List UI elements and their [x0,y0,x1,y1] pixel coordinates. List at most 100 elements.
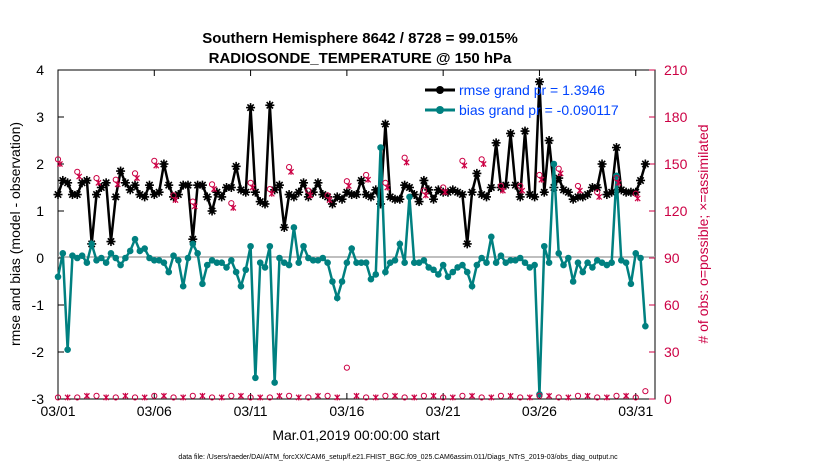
obs-assimilated-point [334,394,341,401]
rmse-point [106,237,116,247]
obs-assimilated-point [469,392,476,399]
bias-point [401,259,408,267]
rmse-point [342,187,352,197]
obs-assimilated-point [160,392,167,399]
bias-point [131,235,139,243]
bias-point [83,259,91,267]
obs-assimilated-point [237,392,244,399]
rmse-point-arm [328,200,337,208]
rmse-point-arm [333,193,341,201]
bias-point [622,259,630,267]
rmse-point [116,166,126,176]
rmse-point-arm [59,176,67,185]
bias-point [574,259,582,267]
rmse-point-arm [251,188,260,196]
obs-possible-point [440,394,447,401]
obs-assimilated-point [64,394,71,401]
rmse-point [534,77,544,87]
rmse-point [563,187,573,197]
rmse-point [356,175,366,185]
bias-point [608,259,615,267]
rmse-point-arm [352,190,361,199]
rmse-point [101,178,111,188]
obs-possible-point [189,392,196,399]
y-tick-label: 0 [36,250,44,266]
rmse-point-arm [415,197,423,206]
bias-point [492,259,500,267]
bias-point [98,254,105,262]
rmse-point-arm [540,188,549,196]
bias-point [531,261,538,269]
rmse-point [135,190,145,200]
obs-possible-point [324,392,331,399]
obs-assimilated-point [307,192,314,199]
rmse-point [544,136,554,145]
obs-possible-point [285,392,293,399]
obs-possible-point [420,392,428,399]
bias-point [290,224,298,231]
bias-point [333,294,341,302]
rmse-point [202,192,212,202]
rmse-point-arm [155,188,163,196]
rmse-point [481,192,491,202]
obs-assimilated-point [199,392,206,399]
bias-point [396,240,404,248]
rmse-point-arm [338,195,346,203]
rmse-point [53,190,63,200]
rmse-point [597,159,607,169]
bias-point [540,242,548,250]
rmse-point [299,178,309,188]
obs-assimilated-point [442,189,449,196]
rmse-point [313,178,323,188]
rmse-point [462,239,472,249]
rmse-point [472,168,482,178]
rmse-point-arm [294,188,303,196]
bias-point [213,259,221,267]
rmse-point [183,180,193,190]
bias-point [637,254,644,262]
rmse-point [419,175,429,185]
rmse-point-arm [530,193,539,201]
rmse-point [429,194,439,204]
rmse-point-arm [506,129,515,138]
rmse-point [144,180,154,190]
x-tick-label: 03/16 [329,403,364,419]
obs-possible-point [170,394,177,401]
obs-assimilated-point [314,392,322,399]
obs-possible-point [93,392,100,399]
obs-possible-point [642,388,649,395]
bias-point [285,261,293,269]
bias-point [584,259,591,267]
obs-possible-point [536,392,543,399]
rmse-point-arm [636,176,645,185]
obs-assimilated-point [384,184,391,191]
legend-rmse-marker [436,86,444,94]
obs-possible-point [305,394,312,401]
rmse-point-arm [232,162,240,171]
bias-point [642,322,649,330]
obs-possible-point [497,392,505,399]
bias-point [59,250,67,257]
obs-assimilated-point [210,186,218,193]
legend: rmse grand pr = 1.3946 bias grand pr = -… [425,82,619,118]
rmse-point-arm [453,188,462,196]
obs-assimilated-point [403,159,410,166]
rmse-point [395,194,405,204]
rmse-point [530,192,540,202]
bias-point [102,259,110,267]
rmse-point-arm [564,188,573,196]
rmse-point [501,180,511,190]
bias-point [141,245,148,252]
rmse-point-arm [213,188,221,196]
rmse-point [602,190,612,200]
obs-assimilated-point [122,392,129,399]
rmse-point [611,143,621,153]
bias-point [319,254,327,262]
obs-possible-point [594,394,601,401]
bias-point [160,259,168,267]
rmse-point [260,199,270,209]
bias-point [444,273,452,281]
bias-point [483,259,490,267]
obs-possible-point [363,394,370,401]
right-axis: 0 30 60 90 120 150 180 210 [649,62,688,407]
